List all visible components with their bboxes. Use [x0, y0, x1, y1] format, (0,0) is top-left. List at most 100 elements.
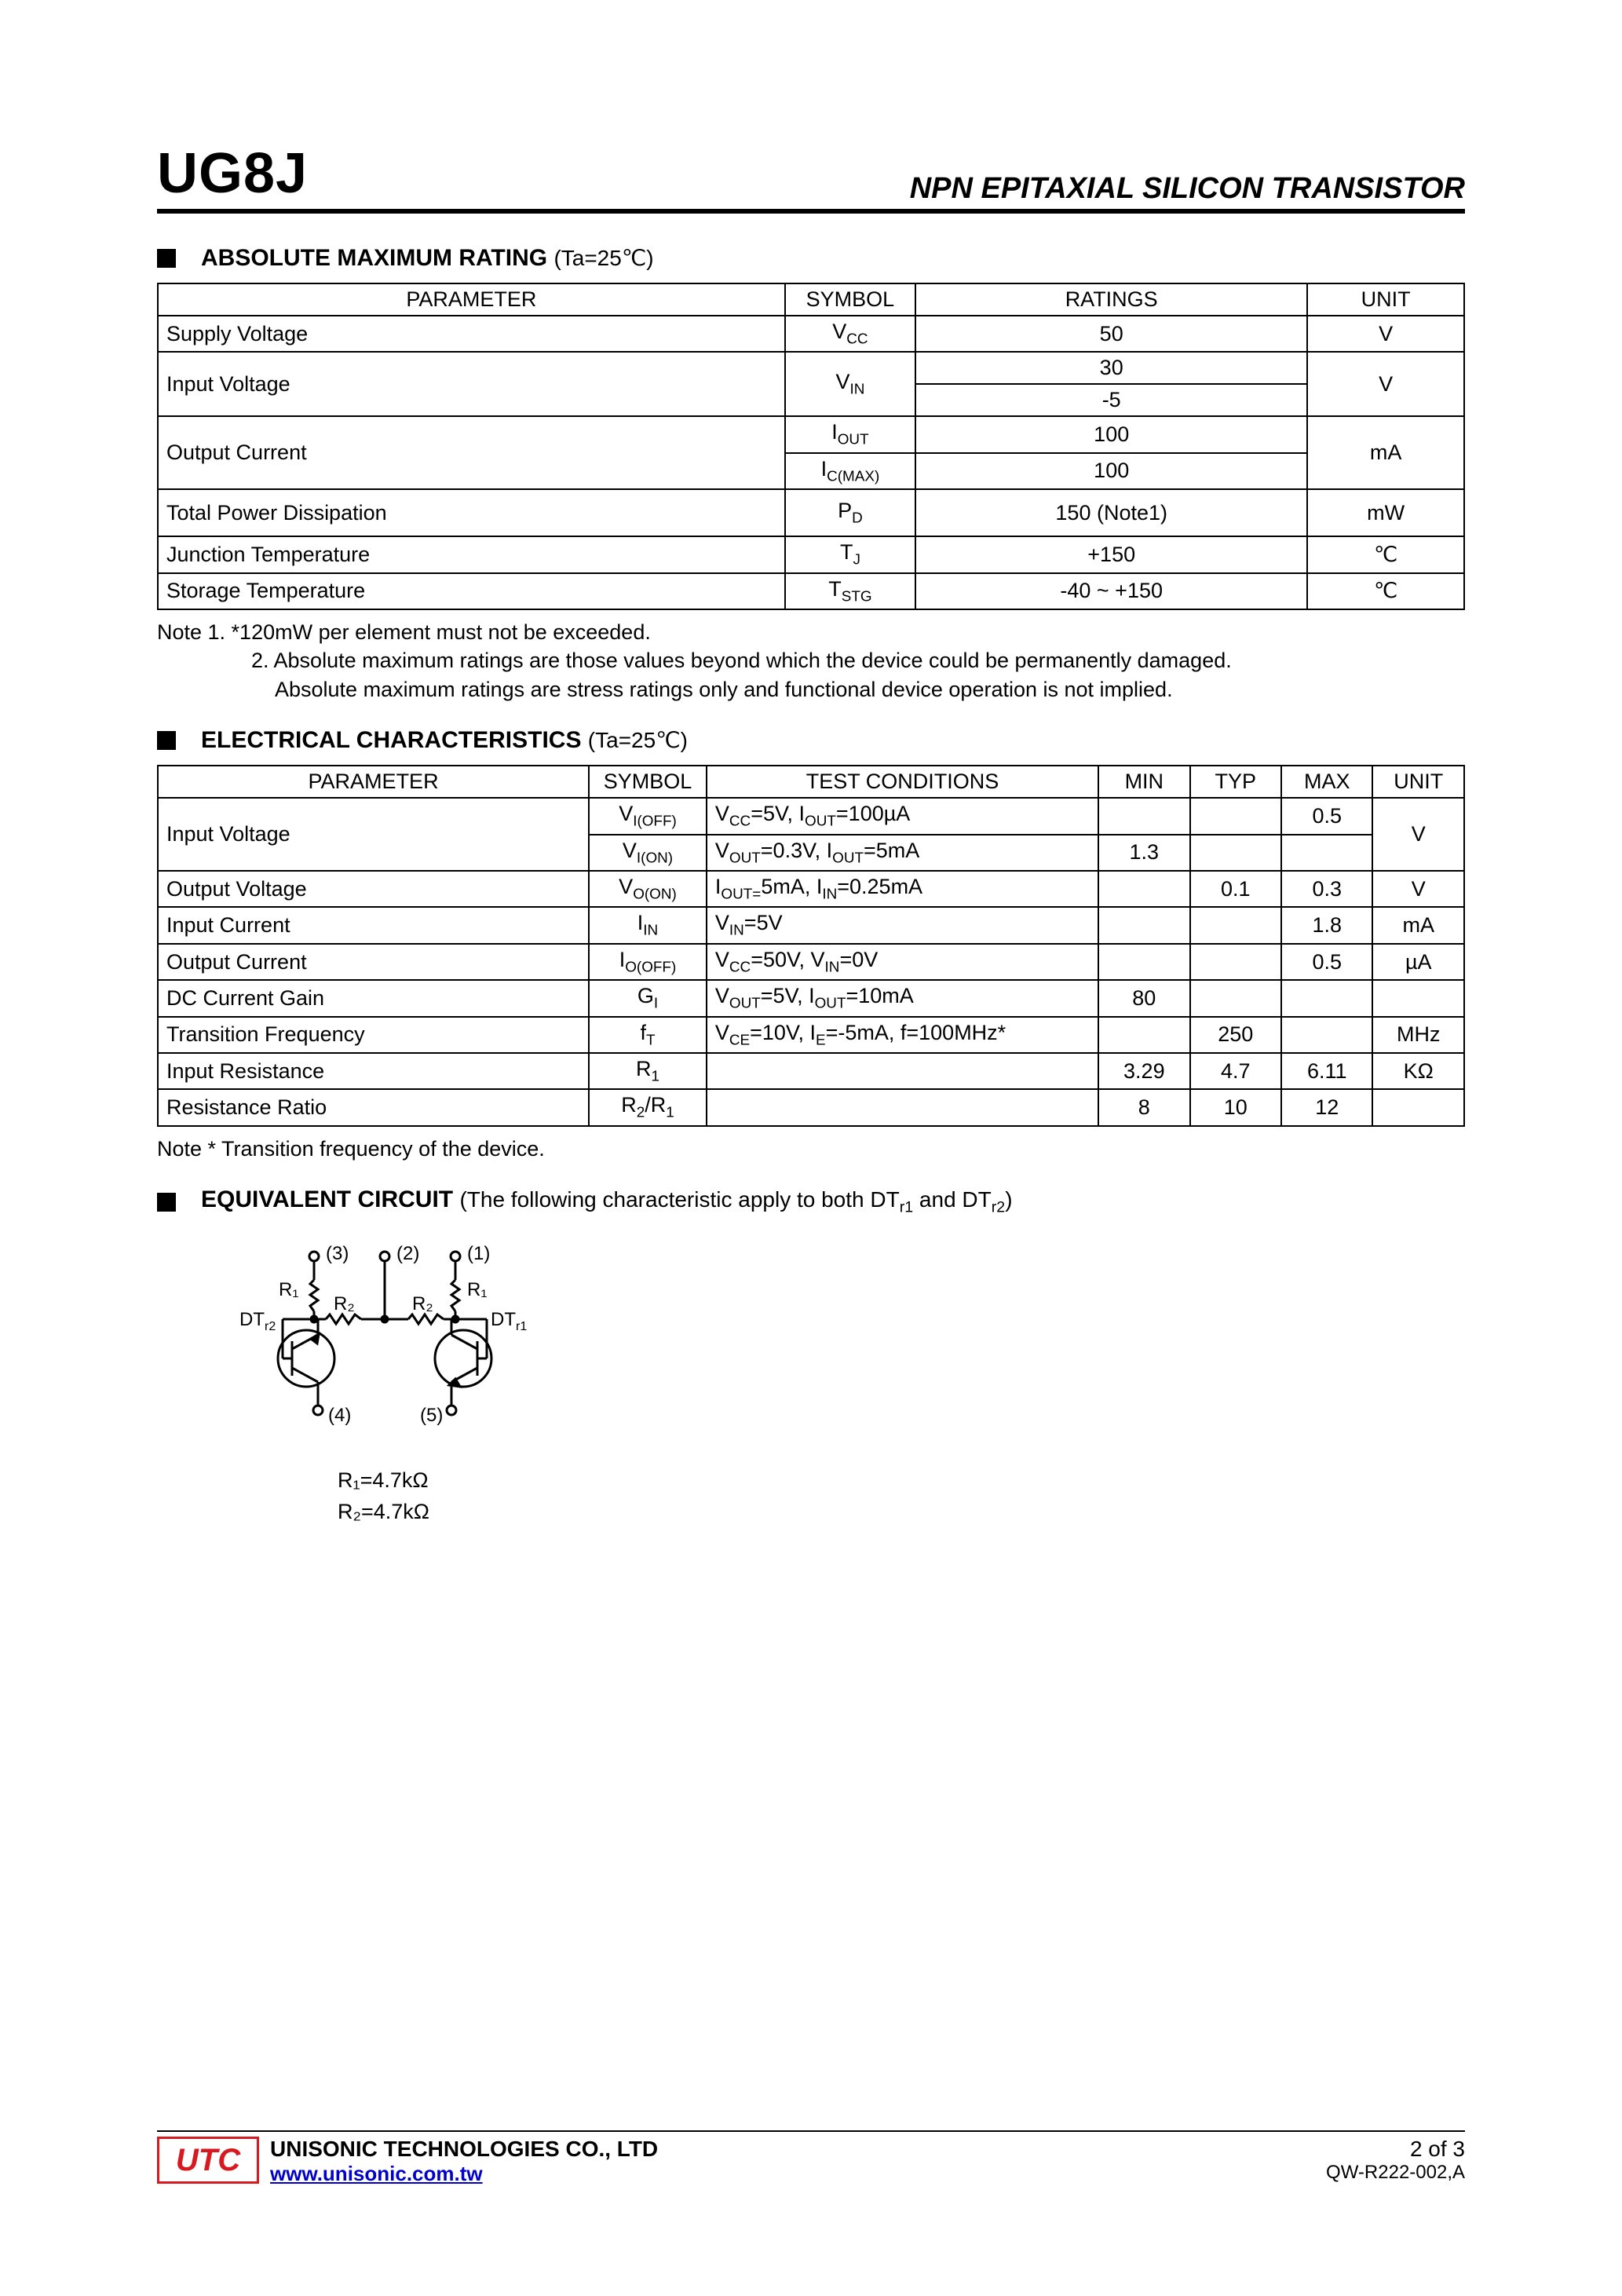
- ec-note: Note * Transition frequency of the devic…: [157, 1135, 1465, 1163]
- note-line: Absolute maximum ratings are stress rati…: [157, 675, 1465, 704]
- unit: mW: [1307, 489, 1464, 536]
- symbol: R2/R1: [589, 1089, 707, 1125]
- symbol: VI(OFF): [589, 798, 707, 834]
- param: Input Current: [158, 907, 589, 943]
- min: [1098, 1017, 1189, 1053]
- typ: 250: [1190, 1017, 1281, 1053]
- amr-table: PARAMETER SYMBOL RATINGS UNIT Supply Vol…: [157, 283, 1465, 610]
- symbol: IC(MAX): [785, 453, 915, 489]
- footer-right: 2 of 3 QW-R222-002,A: [1326, 2137, 1465, 2184]
- cond: VCC=5V, IOUT=100µA: [707, 798, 1098, 834]
- unit: V: [1307, 316, 1464, 352]
- note-line: 2. Absolute maximum ratings are those va…: [157, 646, 1465, 675]
- symbol: R1: [589, 1053, 707, 1089]
- min: [1098, 798, 1189, 834]
- bullet-icon: [157, 249, 176, 268]
- col-ratings: RATINGS: [915, 283, 1307, 316]
- col-symbol: SYMBOL: [785, 283, 915, 316]
- col: SYMBOL: [589, 766, 707, 798]
- section-title: ELECTRICAL CHARACTERISTICS: [201, 727, 581, 753]
- min: 3.29: [1098, 1053, 1189, 1089]
- bullet-icon: [157, 1193, 176, 1212]
- param: DC Current Gain: [158, 980, 589, 1016]
- min: [1098, 907, 1189, 943]
- max: [1281, 980, 1372, 1016]
- symbol: GI: [589, 980, 707, 1016]
- symbol: IIN: [589, 907, 707, 943]
- note-line: Note 1. *120mW per element must not be e…: [157, 618, 1465, 646]
- max: 0.5: [1281, 798, 1372, 834]
- typ: [1190, 798, 1281, 834]
- section-title: ABSOLUTE MAXIMUM RATING: [201, 245, 547, 271]
- param: Output Voltage: [158, 871, 589, 907]
- company-name: UNISONIC TECHNOLOGIES CO., LTD: [270, 2137, 658, 2162]
- r-label: R₁: [467, 1279, 487, 1300]
- pin-label: (3): [326, 1243, 349, 1264]
- cond: VIN=5V: [707, 907, 1098, 943]
- param: Supply Voltage: [158, 316, 785, 352]
- max: 0.3: [1281, 871, 1372, 907]
- unit: mA: [1307, 416, 1464, 489]
- typ: [1190, 907, 1281, 943]
- rating: +150: [915, 536, 1307, 572]
- part-description: NPN EPITAXIAL SILICON TRANSISTOR: [910, 172, 1465, 206]
- param: Input Voltage: [158, 798, 589, 871]
- rating: -5: [915, 384, 1307, 416]
- symbol: fT: [589, 1017, 707, 1053]
- unit: ℃: [1307, 573, 1464, 609]
- pin-label: (5): [420, 1405, 443, 1426]
- section-amr-heading: ABSOLUTE MAXIMUM RATING (Ta=25℃): [157, 245, 1465, 272]
- min: [1098, 871, 1189, 907]
- param: Input Resistance: [158, 1053, 589, 1089]
- bullet-icon: [157, 731, 176, 750]
- param: Resistance Ratio: [158, 1089, 589, 1125]
- col: TYP: [1190, 766, 1281, 798]
- pin-label: (1): [467, 1243, 490, 1264]
- symbol: TJ: [785, 536, 915, 572]
- param: Junction Temperature: [158, 536, 785, 572]
- part-number: UG8J: [157, 141, 308, 206]
- symbol: VIN: [785, 352, 915, 416]
- r-label: R₁: [279, 1279, 298, 1300]
- section-condition: (Ta=25℃): [553, 246, 653, 270]
- col: TEST CONDITIONS: [707, 766, 1098, 798]
- param: Total Power Dissipation: [158, 489, 785, 536]
- cond: IOUT=5mA, IIN=0.25mA: [707, 871, 1098, 907]
- rating: 100: [915, 416, 1307, 452]
- symbol: PD: [785, 489, 915, 536]
- cond: VCC=50V, VIN=0V: [707, 944, 1098, 980]
- col: PARAMETER: [158, 766, 589, 798]
- section-title: EQUIVALENT CIRCUIT: [201, 1186, 453, 1212]
- section-ec-heading: ELECTRICAL CHARACTERISTICS (Ta=25℃): [157, 727, 1465, 754]
- r2-value: R₂=4.7kΩ: [338, 1496, 1465, 1528]
- max: 1.8: [1281, 907, 1372, 943]
- rating: -40 ~ +150: [915, 573, 1307, 609]
- col: MIN: [1098, 766, 1189, 798]
- typ: [1190, 944, 1281, 980]
- min: 1.3: [1098, 835, 1189, 871]
- rating: 50: [915, 316, 1307, 352]
- unit: V: [1372, 871, 1464, 907]
- param: Output Current: [158, 944, 589, 980]
- company-url[interactable]: www.unisonic.com.tw: [270, 2162, 483, 2185]
- cond: VOUT=0.3V, IOUT=5mA: [707, 835, 1098, 871]
- typ: [1190, 980, 1281, 1016]
- ec-table: PARAMETER SYMBOL TEST CONDITIONS MIN TYP…: [157, 765, 1465, 1127]
- rating: 150 (Note1): [915, 489, 1307, 536]
- symbol: VCC: [785, 316, 915, 352]
- param: Output Current: [158, 416, 785, 489]
- symbol: IOUT: [785, 416, 915, 452]
- unit: [1372, 1089, 1464, 1125]
- r1-value: R₁=4.7kΩ: [338, 1464, 1465, 1497]
- dt-label: DTr2: [239, 1309, 276, 1333]
- r-label: R₂: [412, 1293, 433, 1314]
- max: 12: [1281, 1089, 1372, 1125]
- r-label: R₂: [334, 1293, 355, 1314]
- col: UNIT: [1372, 766, 1464, 798]
- pin-label: (2): [396, 1243, 419, 1264]
- page-header: UG8J NPN EPITAXIAL SILICON TRANSISTOR: [157, 141, 1465, 214]
- param: Storage Temperature: [158, 573, 785, 609]
- page-footer: UTC UNISONIC TECHNOLOGIES CO., LTD www.u…: [157, 2130, 1465, 2186]
- dt-label: DTr1: [491, 1309, 527, 1333]
- symbol: VO(ON): [589, 871, 707, 907]
